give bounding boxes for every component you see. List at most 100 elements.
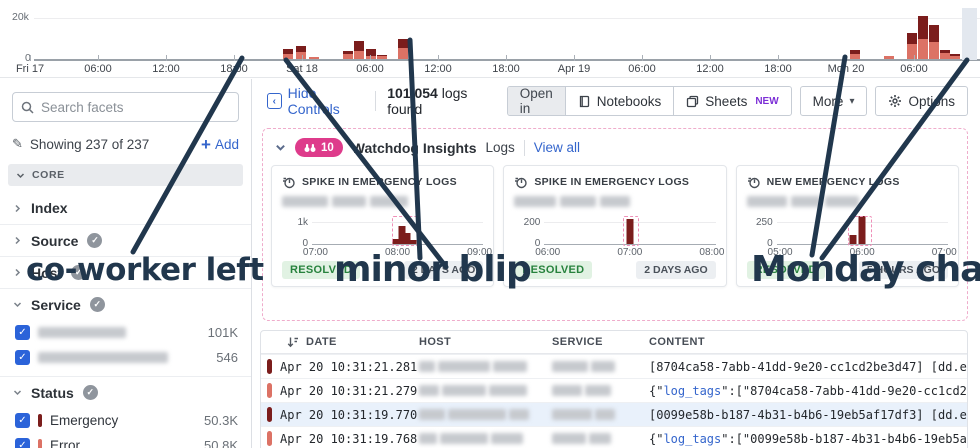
insight-mini-chart: 200 0 06:00 07:00 08:00 — [523, 215, 725, 258]
checkbox-checked[interactable]: ✓ — [15, 413, 30, 428]
timeline-bar — [907, 33, 917, 59]
redacted-service — [591, 361, 615, 372]
log-content: [8704ca58-7abb-41dd-9e20-cc1cd2be3d47] [… — [649, 359, 967, 374]
status-value-row[interactable]: ✓ Emergency 50.3K — [0, 408, 251, 433]
more-button[interactable]: More ▾ — [799, 86, 868, 116]
facet-filtered-icon: ✓ — [82, 385, 98, 400]
column-date[interactable]: DATE — [261, 336, 419, 348]
insight-x-tick-label: 07:00 — [302, 247, 328, 258]
service-value-row[interactable]: ✓ 101K — [0, 320, 251, 345]
watchdog-insights-panel: 10 Watchdog Insights Logs View all SPIKE… — [262, 128, 968, 321]
add-facet-button[interactable]: + Add — [201, 134, 239, 154]
facet-filtered-icon: ✓ — [89, 297, 105, 312]
sheets-button[interactable]: Sheets NEW — [673, 87, 790, 115]
log-status-chip — [267, 359, 272, 374]
service-value-row[interactable]: ✓ 546 — [0, 345, 251, 370]
notebooks-button[interactable]: Notebooks — [564, 87, 674, 115]
timeline-tick-label: Apr 19 — [557, 63, 591, 75]
facet-search-input[interactable] — [41, 99, 230, 115]
timeline-tick-label: 12:00 — [424, 63, 452, 75]
hide-controls-button[interactable]: ‹ Hide Controls — [267, 85, 364, 117]
insight-card[interactable]: SPIKE IN EMERGENCY LOGS 200 0 06:00 07:00… — [503, 165, 727, 287]
status-count: 50.3K — [204, 413, 238, 428]
timeline-tick-label: 18:00 — [492, 63, 520, 75]
timeline-yzero-label: 0 — [25, 52, 31, 64]
facet-showing-count: Showing 237 of 237 — [29, 136, 150, 152]
redacted-host — [440, 433, 488, 444]
plus-icon: + — [201, 134, 211, 154]
redacted-host — [509, 409, 529, 420]
redacted-service — [589, 433, 611, 444]
redacted-host — [489, 385, 527, 396]
facet-source[interactable]: Source ✓ — [0, 224, 251, 256]
redacted-query — [282, 196, 328, 207]
redacted-query — [746, 196, 787, 207]
facet-search[interactable] — [12, 92, 239, 122]
timeline-tick-label: Fri 17 — [15, 63, 45, 75]
checkbox-checked[interactable]: ✓ — [15, 350, 30, 365]
redacted-host — [419, 433, 437, 444]
chevron-down-icon: ▾ — [849, 95, 855, 107]
watchdog-spike-icon — [747, 177, 760, 189]
insight-x-tick-label: 09:00 — [467, 247, 493, 258]
chevron-down-icon[interactable] — [275, 142, 286, 153]
chevron-down-icon — [13, 302, 22, 308]
facet-filtered-icon: ✓ — [71, 265, 87, 280]
log-row[interactable]: Apr 20 10:31:21.281 [8704ca58-7abb-41dd-… — [261, 354, 967, 378]
redacted-host — [419, 385, 439, 396]
notebook-icon — [579, 95, 589, 107]
insight-x-tick-label: 05:00 — [767, 247, 793, 258]
watchdog-scope: Logs — [485, 140, 515, 155]
open-in-label: Open in — [507, 87, 565, 115]
column-content[interactable]: CONTENT — [649, 336, 705, 348]
timeline-bars-layer — [0, 0, 980, 59]
facet-host[interactable]: Host ✓ — [0, 256, 251, 288]
edit-facets-icon[interactable]: ✎ — [12, 136, 23, 151]
redacted-service — [552, 433, 586, 444]
annotation-minor-blip: minor blip — [334, 249, 532, 290]
redacted-host — [448, 409, 506, 420]
log-row[interactable]: Apr 20 10:31:19.770 [0099e58b-b187-4b31-… — [261, 402, 967, 426]
age-badge: 2 DAYS AGO — [636, 261, 716, 279]
facet-service[interactable]: Service ✓ — [0, 288, 251, 320]
status-badge: RESOLVED — [514, 261, 593, 279]
sheets-icon — [687, 95, 699, 107]
log-row[interactable]: Apr 20 10:31:19.768 {"log_tags":["0099e5… — [261, 426, 967, 448]
view-all-link[interactable]: View all — [533, 140, 581, 155]
timeline-bar — [940, 49, 950, 59]
facet-group-core[interactable]: CORE — [8, 164, 243, 186]
timeline-tick-label: 06:00 — [84, 63, 112, 75]
timeline-bar — [929, 25, 939, 59]
facet-status[interactable]: Status ✓ — [0, 376, 251, 408]
timeline-tick-label: 06:00 — [356, 63, 384, 75]
sort-descending-icon[interactable] — [287, 336, 299, 348]
facet-index[interactable]: Index — [0, 192, 251, 224]
age-badge: 5 HOURS AGO — [858, 261, 948, 279]
column-service[interactable]: SERVICE — [552, 336, 603, 348]
redacted-query — [370, 196, 408, 207]
log-table-header: DATE HOST SERVICE CONTENT — [261, 331, 967, 354]
redacted-query — [824, 196, 859, 207]
watchdog-count-badge: 10 — [295, 138, 343, 157]
log-status-chip — [267, 431, 272, 446]
status-value-row[interactable]: ✓ Error 50.8K — [0, 433, 251, 448]
logs-found-count: 101,054 logs found — [387, 85, 468, 117]
chevron-right-icon — [15, 236, 21, 245]
redacted-host — [442, 385, 486, 396]
collapse-panel-icon: ‹ — [267, 93, 282, 109]
timeline-tick-label: 12:00 — [696, 63, 724, 75]
redacted-host — [493, 361, 527, 372]
log-status-chip — [267, 383, 272, 398]
timeline-tick-label: 12:00 — [152, 63, 180, 75]
new-badge: NEW — [755, 95, 779, 107]
redacted-service-name — [38, 327, 126, 338]
log-row[interactable]: Apr 20 10:31:21.279 {"log_tags":["8704ca… — [261, 378, 967, 402]
toolbar-divider — [375, 91, 377, 111]
checkbox-checked[interactable]: ✓ — [15, 325, 30, 340]
checkbox-checked[interactable]: ✓ — [15, 438, 30, 448]
redacted-query — [560, 196, 597, 207]
annotation-co-worker-left: co-worker left — [26, 252, 264, 288]
column-host[interactable]: HOST — [419, 336, 452, 348]
timeline-chart[interactable]: 20k 0 Fri 17 06:00 12:00 18:00 Sat 18 06:00 12… — [0, 0, 980, 78]
options-button[interactable]: Options — [875, 86, 968, 116]
